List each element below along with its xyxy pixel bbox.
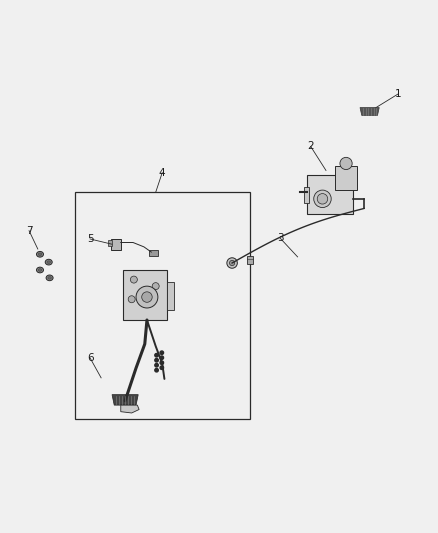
- Ellipse shape: [38, 253, 42, 256]
- Bar: [123, 270, 166, 320]
- Text: 7: 7: [26, 225, 32, 236]
- Bar: [247, 256, 253, 264]
- Circle shape: [155, 359, 158, 362]
- Circle shape: [131, 276, 138, 283]
- Circle shape: [317, 193, 328, 204]
- Circle shape: [160, 356, 163, 359]
- Bar: [75, 192, 250, 419]
- Circle shape: [128, 296, 135, 303]
- Bar: [108, 240, 112, 246]
- Bar: [149, 250, 158, 256]
- Circle shape: [155, 364, 158, 367]
- Bar: [335, 166, 357, 190]
- Text: 5: 5: [87, 234, 93, 244]
- Ellipse shape: [48, 277, 51, 279]
- Circle shape: [340, 157, 352, 169]
- Bar: [304, 187, 309, 203]
- Bar: [111, 239, 121, 250]
- Circle shape: [230, 261, 235, 265]
- Ellipse shape: [36, 252, 43, 257]
- Text: 3: 3: [277, 233, 283, 243]
- Circle shape: [314, 190, 331, 207]
- Ellipse shape: [36, 267, 43, 273]
- Ellipse shape: [38, 269, 42, 271]
- Text: 6: 6: [87, 353, 93, 363]
- Ellipse shape: [45, 259, 52, 265]
- Bar: [166, 282, 174, 310]
- Text: 4: 4: [159, 168, 166, 177]
- Circle shape: [160, 351, 163, 354]
- Ellipse shape: [46, 275, 53, 281]
- Circle shape: [227, 258, 237, 268]
- Polygon shape: [112, 394, 138, 405]
- Text: 2: 2: [307, 141, 314, 151]
- Bar: [307, 175, 353, 214]
- Circle shape: [155, 353, 158, 357]
- Circle shape: [136, 286, 158, 308]
- Ellipse shape: [47, 261, 50, 263]
- Circle shape: [152, 282, 159, 289]
- Polygon shape: [360, 108, 379, 116]
- Polygon shape: [121, 405, 139, 413]
- Circle shape: [155, 368, 158, 372]
- Circle shape: [160, 366, 163, 369]
- Circle shape: [142, 292, 152, 302]
- Circle shape: [160, 361, 163, 365]
- Text: 1: 1: [395, 89, 401, 99]
